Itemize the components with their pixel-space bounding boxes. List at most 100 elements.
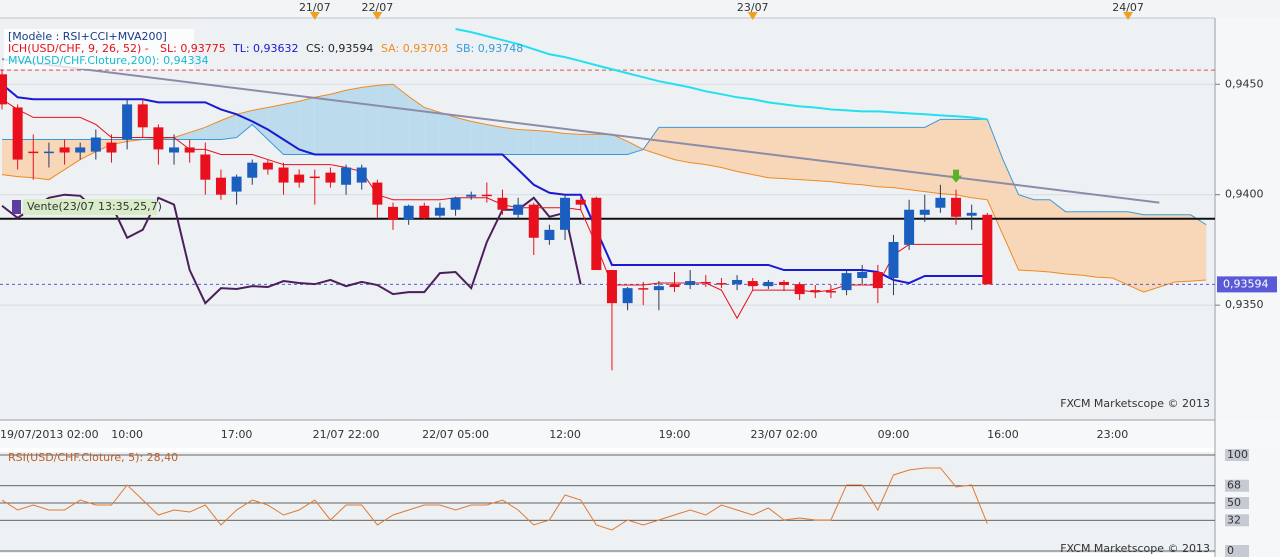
- rsi-tick-label: 68: [1227, 479, 1241, 492]
- candle-body: [779, 281, 789, 286]
- cloud-segment: [971, 119, 988, 200]
- x-tick-label: 23:00: [1097, 428, 1129, 441]
- candle-body: [825, 291, 836, 293]
- cloud-segment: [1159, 214, 1175, 288]
- y-tick-label: 0,9350: [1225, 298, 1264, 311]
- watermark: FXCM Marketscope © 2013: [1060, 397, 1210, 410]
- cloud-segment: [220, 114, 237, 140]
- candle-body: [857, 272, 868, 278]
- x-tick-label: 17:00: [221, 428, 253, 441]
- cloud-segment: [1190, 214, 1207, 282]
- legend-entry: CS: 0,93594: [306, 42, 373, 55]
- rsi-tick-label: 100: [1227, 448, 1248, 461]
- cloud-segment: [1018, 194, 1035, 271]
- candle-body: [12, 107, 23, 160]
- cloud-segment: [33, 139, 49, 180]
- candle-body: [403, 205, 414, 220]
- cloud-segment: [924, 119, 941, 194]
- legend-entry: SB: 0,93748: [456, 42, 523, 55]
- cloud-segment: [486, 124, 503, 155]
- cloud-segment: [1049, 199, 1066, 274]
- legend-box: [4, 29, 194, 69]
- rsi-plot: [0, 454, 1215, 552]
- candle-body: [75, 147, 86, 153]
- candle-body: [278, 167, 289, 183]
- rsi-tick-box: [1225, 449, 1249, 461]
- x-tick-label: 21/07 22:00: [313, 428, 380, 441]
- current-price-label: 0,93594: [1223, 277, 1269, 290]
- cloud-segment: [580, 134, 597, 155]
- candle-body: [606, 270, 617, 304]
- current-price-box: [1217, 276, 1277, 293]
- cloud-segment: [987, 119, 1003, 235]
- cloud-segment: [1175, 214, 1191, 282]
- rsi-tick-label: 32: [1227, 513, 1241, 526]
- date-marker-label: 22/07: [362, 1, 394, 14]
- cloud-segment: [596, 134, 612, 155]
- rsi-line: [1, 467, 988, 531]
- cloud-segment: [346, 87, 362, 155]
- candle-body: [763, 281, 774, 287]
- x-tick-label: 12:00: [549, 428, 581, 441]
- trendline: [1, 58, 1160, 204]
- candle-body: [653, 286, 664, 291]
- cloud-segment: [330, 90, 347, 155]
- candle-body: [200, 154, 211, 180]
- candle-body: [231, 176, 242, 192]
- candle-body: [466, 194, 477, 197]
- cloud-segment: [611, 134, 628, 155]
- signal-arrow: [950, 169, 963, 183]
- cloud-segment: [455, 117, 472, 155]
- cloud-segment: [862, 127, 878, 187]
- cloud-segment: [283, 101, 300, 155]
- cloud-segment: [830, 127, 847, 184]
- date-marker: [309, 12, 320, 20]
- cloud-segment: [1128, 211, 1144, 293]
- candle-body: [528, 204, 539, 238]
- cloud-segment: [189, 127, 206, 140]
- cloud-segment: [627, 141, 644, 155]
- candle-body: [43, 151, 54, 154]
- cloud-segment: [893, 127, 910, 190]
- date-marker-label: 23/07: [737, 1, 769, 14]
- candle-body: [184, 147, 195, 153]
- x-tick-label: 22/07 05:00: [422, 428, 489, 441]
- date-marker-label: 24/07: [1112, 1, 1144, 14]
- cloud-segment: [267, 104, 284, 155]
- price-axis: [1215, 18, 1280, 428]
- main-plot: [0, 28, 1215, 371]
- time-axis: [0, 420, 1280, 448]
- candle-body: [794, 284, 805, 295]
- candle-body: [951, 197, 962, 217]
- candle-body: [28, 151, 39, 154]
- cloud-segment: [909, 127, 925, 192]
- rsi-area: [0, 452, 1215, 553]
- cloud-segment: [1002, 159, 1019, 271]
- candle-body: [90, 137, 101, 152]
- candle-body: [513, 204, 524, 215]
- signal-box: [23, 199, 157, 215]
- candle-body: [294, 174, 305, 183]
- cloud-segment: [471, 121, 487, 155]
- candle-body: [153, 127, 164, 150]
- candle-body: [59, 147, 70, 153]
- cloud-segment: [533, 130, 550, 155]
- cloud-segment: [424, 107, 440, 155]
- cloud-segment: [815, 127, 831, 182]
- signal-label: Vente(23/07 13:35,25,7): [12, 199, 162, 215]
- tenkan-line: [1, 83, 988, 285]
- rsi-tick-label: 50: [1227, 496, 1241, 509]
- candle-body: [106, 142, 117, 153]
- candle-body: [919, 209, 930, 215]
- senkou-b-line: [2, 118, 1207, 226]
- y-tick-label: 0,9400: [1225, 188, 1264, 201]
- cloud-segment: [799, 127, 816, 181]
- candle-body: [122, 104, 133, 140]
- cloud-segment: [361, 85, 378, 155]
- legend-entry: TL: 0,93632: [232, 42, 299, 55]
- x-tick-label: 19/07/2013 02:00: [0, 428, 99, 441]
- candle-body: [309, 176, 320, 179]
- signal-text: Vente(23/07 13:35,25,7): [27, 200, 162, 213]
- model-title: [Modèle : RSI+CCI+MVA200]: [8, 30, 167, 43]
- date-marker: [1123, 12, 1134, 20]
